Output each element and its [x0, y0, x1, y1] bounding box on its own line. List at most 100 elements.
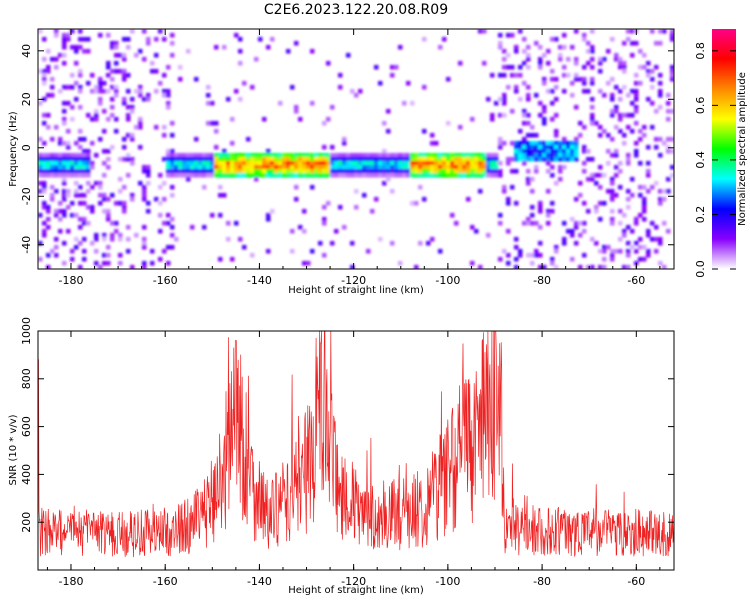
heatmap-cell	[394, 65, 399, 70]
heatmap-cell	[46, 165, 51, 170]
heatmap-cell	[546, 169, 551, 174]
heatmap-cell	[558, 141, 563, 146]
heatmap-cell	[522, 221, 527, 226]
heatmap-cell	[106, 73, 111, 78]
heatmap-cell	[314, 173, 319, 178]
heatmap-cell	[194, 77, 199, 82]
heatmap-cell	[494, 169, 499, 174]
heatmap-cell	[570, 45, 575, 50]
heatmap-cell	[286, 173, 291, 178]
heatmap-cell	[42, 173, 47, 178]
heatmap-cell	[454, 165, 459, 170]
heatmap-cell	[50, 169, 55, 174]
heatmap-cell	[238, 49, 243, 54]
heatmap-cell	[470, 173, 475, 178]
heatmap-cell	[294, 173, 299, 178]
heatmap-cell	[598, 185, 603, 190]
heatmap-cell	[446, 153, 451, 158]
heatmap-cell	[258, 169, 263, 174]
heatmap-cell	[626, 265, 631, 269]
heatmap-cell	[74, 157, 79, 162]
heatmap-cell	[130, 97, 135, 102]
heatmap-cell	[342, 165, 347, 170]
heatmap-cell	[526, 113, 531, 118]
heatmap-cell	[390, 189, 395, 194]
heatmap-cell	[438, 153, 443, 158]
heatmap-cell	[442, 161, 447, 166]
heatmap-cell	[162, 197, 167, 202]
heatmap-cell	[38, 157, 43, 162]
heatmap-cell	[62, 173, 67, 178]
heatmap-cell	[510, 185, 515, 190]
heatmap-cell	[554, 149, 559, 154]
heatmap-cell	[106, 245, 111, 250]
heatmap-cell	[386, 169, 391, 174]
heatmap-cell	[98, 181, 103, 186]
heatmap-cell	[170, 33, 175, 38]
heatmap-cell	[222, 193, 227, 198]
heatmap-cell	[294, 41, 299, 46]
heatmap-cell	[210, 161, 215, 166]
heatmap-cell	[474, 153, 479, 158]
heatmap-cell	[62, 121, 67, 126]
heatmap-cell	[90, 161, 95, 166]
heatmap-cell	[82, 161, 87, 166]
heatmap-cell	[62, 141, 67, 146]
heatmap-cell	[262, 157, 267, 162]
heatmap-cell	[358, 89, 363, 94]
heatmap-cell	[82, 201, 87, 206]
heatmap-cell	[74, 173, 79, 178]
heatmap-cell	[226, 153, 231, 158]
heatmap-cell	[634, 249, 639, 254]
heatmap-cell	[378, 165, 383, 170]
colorbar-tick-label: 0.0	[694, 260, 707, 278]
heatmap-cell	[102, 173, 107, 178]
heatmap-cell	[566, 157, 571, 162]
heatmap-cell	[506, 253, 511, 258]
heatmap-cell	[514, 245, 519, 250]
heatmap-cell	[398, 173, 403, 178]
heatmap-cell	[598, 69, 603, 74]
heatmap-cell	[570, 157, 575, 162]
heatmap-cell	[90, 89, 95, 94]
heatmap-cell	[370, 157, 375, 162]
heatmap-cell	[326, 153, 331, 158]
heatmap-cell	[442, 169, 447, 174]
heatmap-cell	[494, 165, 499, 170]
heatmap-cell	[266, 161, 271, 166]
heatmap-cell	[226, 221, 231, 226]
heatmap-cell	[526, 97, 531, 102]
heatmap-cell	[154, 89, 159, 94]
heatmap-cell	[78, 185, 83, 190]
heatmap-cell	[526, 85, 531, 90]
heatmap-cell	[254, 153, 259, 158]
heatmap-cell	[634, 241, 639, 246]
heatmap-cell	[322, 153, 327, 158]
heatmap-cell	[350, 157, 355, 162]
heatmap-cell	[542, 117, 547, 122]
heatmap-cell	[54, 57, 59, 62]
heatmap-cell	[390, 169, 395, 174]
heatmap-cell	[230, 141, 235, 146]
heatmap-cell	[326, 117, 331, 122]
heatmap-cell	[362, 165, 367, 170]
heatmap-cell	[598, 133, 603, 138]
heatmap-cell	[42, 169, 47, 174]
heatmap-cell	[278, 169, 283, 174]
heatmap-cell	[138, 121, 143, 126]
heatmap-cell	[86, 205, 91, 210]
heatmap-cell	[610, 221, 615, 226]
heatmap-cell	[382, 169, 387, 174]
heatmap-cell	[386, 153, 391, 158]
heatmap-cell	[142, 241, 147, 246]
heatmap-cell	[330, 169, 335, 174]
heatmap-cell	[418, 165, 423, 170]
heatmap-cell	[290, 153, 295, 158]
heatmap-cell	[554, 97, 559, 102]
heatmap-cell	[54, 237, 59, 242]
heatmap-cell	[374, 65, 379, 70]
heatmap-cell	[554, 153, 559, 158]
heatmap-cell	[626, 225, 631, 230]
heatmap-cell	[190, 165, 195, 170]
heatmap-cell	[562, 157, 567, 162]
